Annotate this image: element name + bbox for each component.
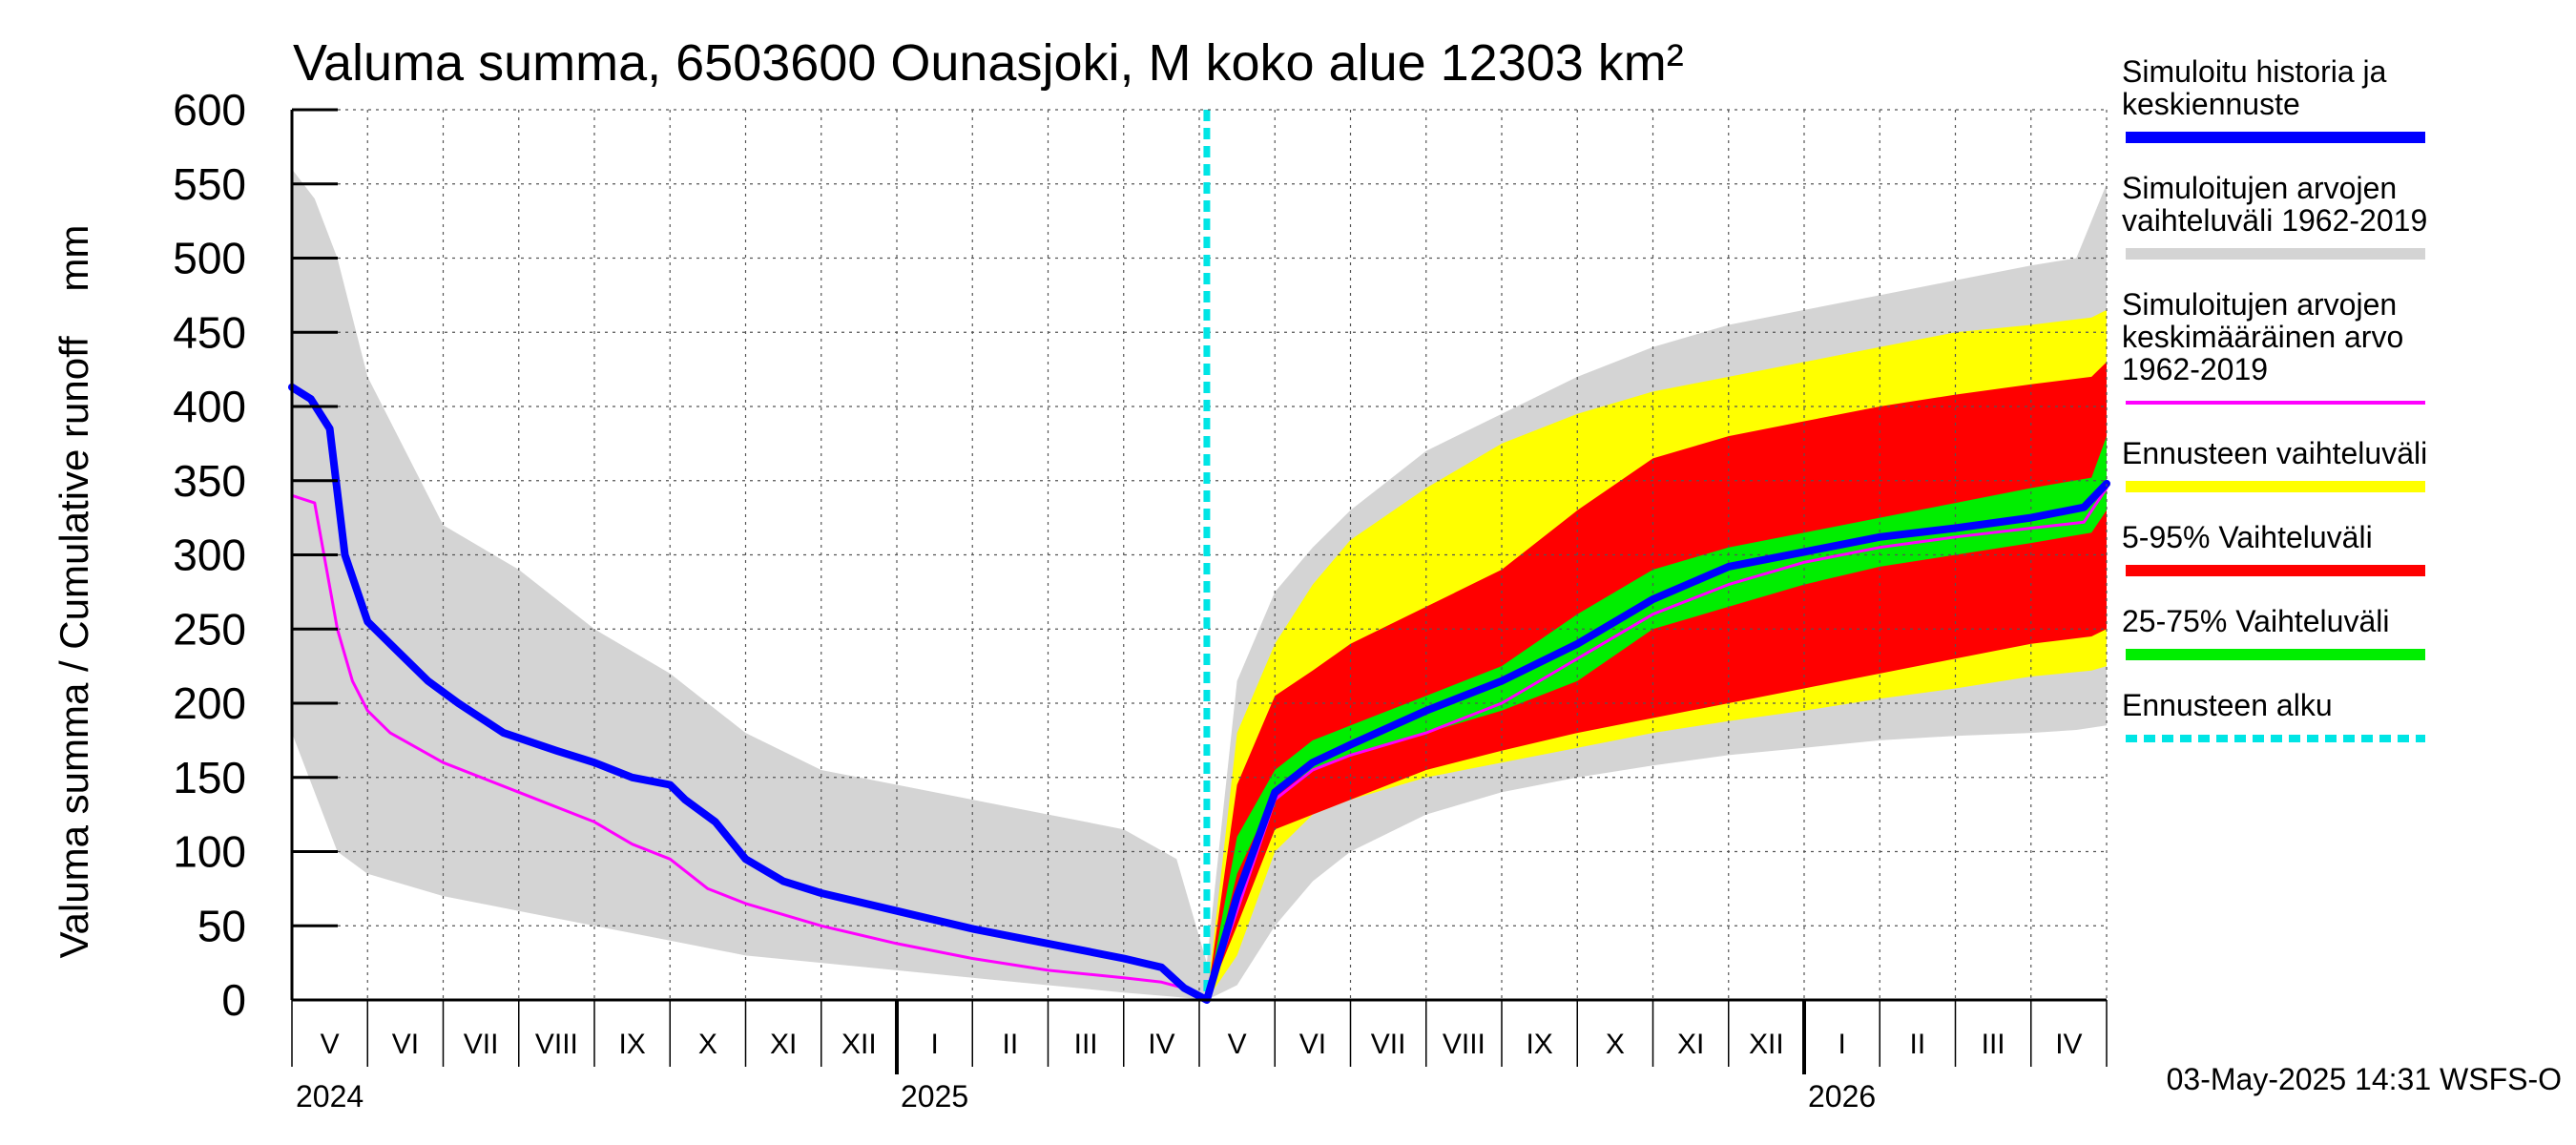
month-label: VII [464,1029,499,1060]
month-label: I [930,1029,938,1060]
series-lines [288,110,2110,1004]
month-label: X [698,1029,717,1060]
y-tick-label: 450 [173,307,246,357]
y-tick-label: 0 [221,975,246,1025]
month-label: IV [1148,1029,1174,1060]
x-axis: V VI VII VIII IX X XI XII I II III IV V VI VII VIII IX X X… [291,1000,2108,1114]
y-tick-label: 200 [173,678,246,728]
y-tick-label: 350 [173,456,246,506]
legend-label-0: Simuloitu historia ja [2122,54,2387,89]
y-tick-label: 500 [173,234,246,283]
month-label: VI [1299,1029,1326,1060]
month-label: XI [1677,1029,1704,1060]
y-tick-label: 150 [173,753,246,802]
y-tick-label: 300 [173,531,246,580]
legend-label-1: vaihteluväli 1962-2019 [2122,203,2427,238]
month-label: V [321,1029,340,1060]
month-label: IV [2055,1029,2082,1060]
month-label: II [1910,1029,1926,1060]
legend-label-6: Ennusteen alku [2122,688,2333,722]
legend-label-5: 25-75% Vaihteluväli [2122,604,2389,638]
year-label: 2026 [1808,1079,1876,1114]
month-label: VI [392,1029,419,1060]
timestamp-label: 03-May-2025 14:31 WSFS-O [2167,1062,2562,1096]
month-label: X [1606,1029,1625,1060]
month-label: V [1228,1029,1247,1060]
legend-label-1: Simuloitujen arvojen [2122,171,2397,205]
month-label: IX [1526,1029,1552,1060]
band-0 [292,169,2107,1000]
y-tick-label: 50 [197,901,246,950]
month-label: II [1003,1029,1019,1060]
month-label: I [1838,1029,1845,1060]
y-axis-label: Valuma summa / Cumulative runoff mm [52,225,96,959]
month-label: III [1982,1029,2005,1060]
year-label: 2024 [296,1079,364,1114]
band-3 [1206,436,2107,1001]
series-line-1 [288,383,2110,1004]
y-tick-label: 250 [173,604,246,654]
month-label: VIII [535,1029,578,1060]
legend-label-2: keskimääräinen arvo [2122,320,2403,354]
y-tick-label: 600 [173,85,246,135]
month-label: VII [1371,1029,1406,1060]
y-axis: 0 50 100 150 200 250 300 350 400 450 500 550 600 [173,85,338,1025]
legend-label-0: keskiennuste [2122,87,2300,121]
y-tick-label: 400 [173,382,246,431]
series-line-0 [290,487,2109,1002]
month-label: XI [770,1029,797,1060]
chart-title: Valuma summa, 6503600 Ounasjoki, M koko … [293,34,1684,92]
legend-label-3: Ennusteen vaihteluväli [2122,436,2427,470]
y-tick-label: 100 [173,827,246,877]
month-label: VIII [1443,1029,1485,1060]
year-label: 2025 [901,1079,968,1114]
y-tick-label: 550 [173,159,246,209]
legend-label-2: Simuloitujen arvojen [2122,287,2397,322]
range-bands [292,169,2107,1001]
month-label: XII [841,1029,877,1060]
month-label: IX [618,1029,645,1060]
month-label: III [1074,1029,1098,1060]
legend-label-2: 1962-2019 [2122,352,2268,386]
legend-label-4: 5-95% Vaihteluväli [2122,520,2373,554]
month-label: XII [1749,1029,1784,1060]
